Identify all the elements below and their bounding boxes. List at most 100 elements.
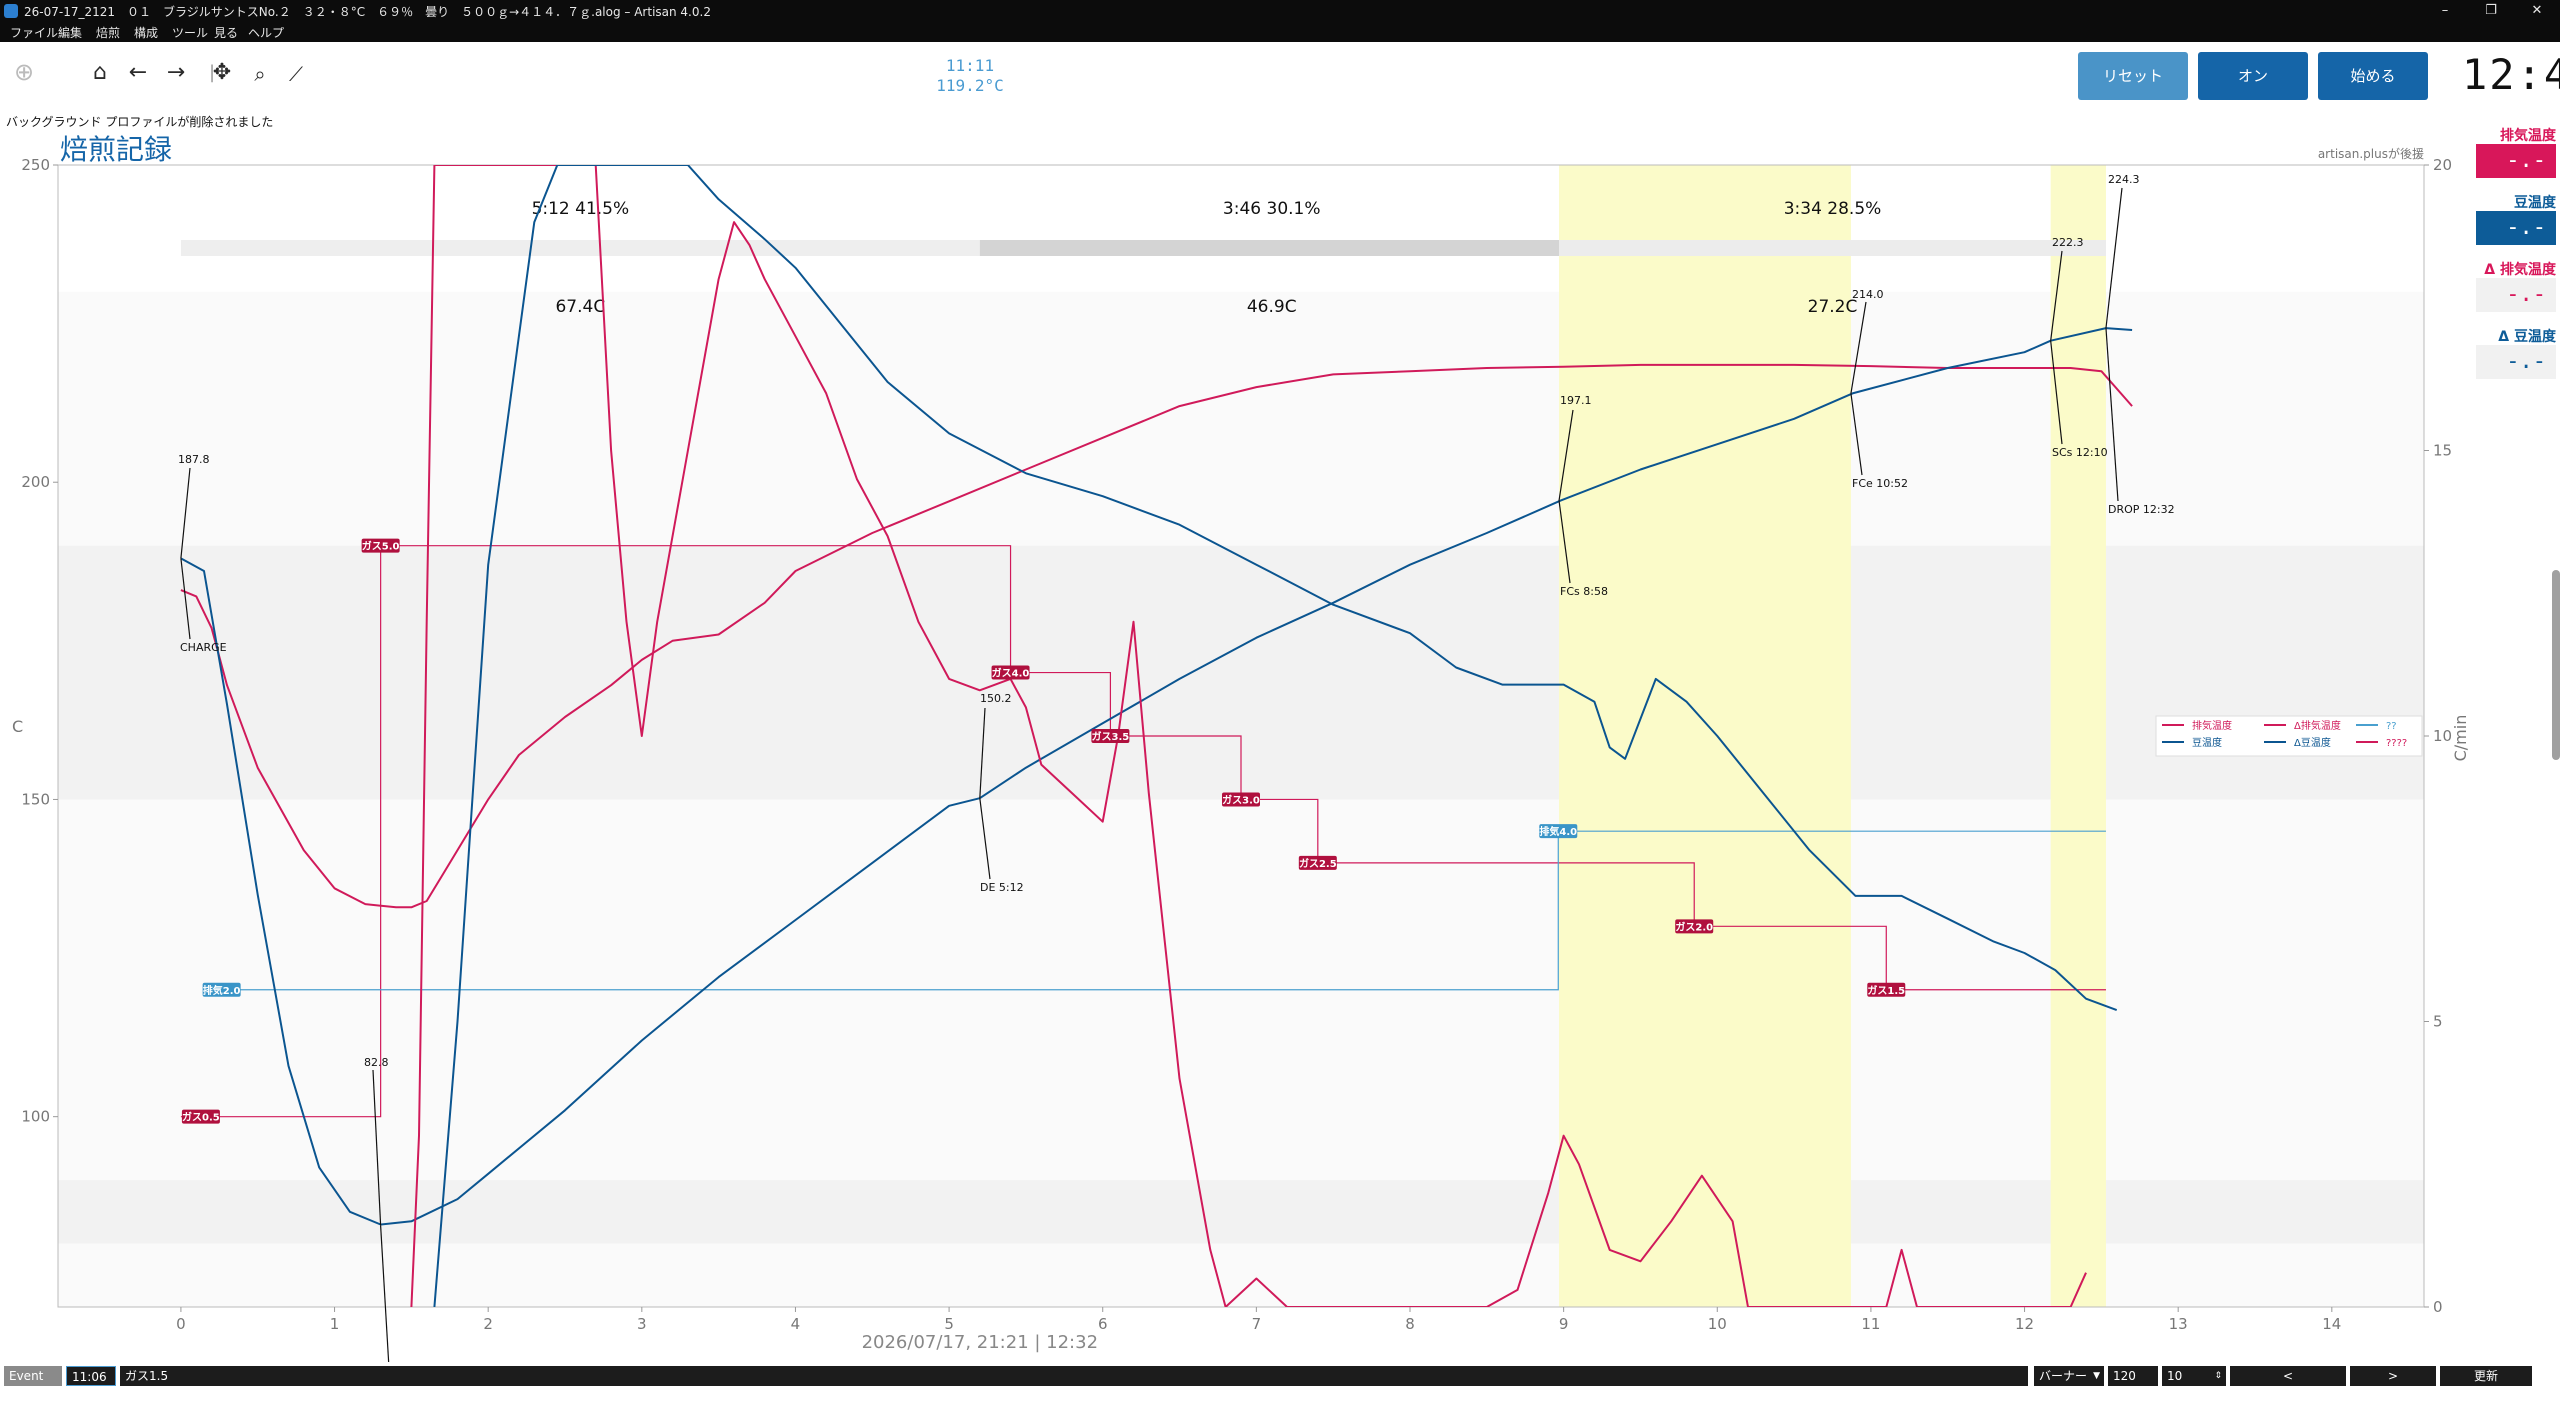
plus-circle-icon[interactable]: ⊕ <box>13 58 35 86</box>
event-step-spinbox[interactable]: 10 ⇕ <box>2162 1366 2226 1386</box>
artisan-plus-label: artisan.plusが後援 <box>2317 147 2424 161</box>
y2-tick-label: 20 <box>2433 156 2452 174</box>
close-button[interactable]: ✕ <box>2531 3 2543 18</box>
event-type-select[interactable]: バーナー ▼ <box>2034 1366 2104 1386</box>
menu-file[interactable]: ファイル <box>10 26 59 40</box>
event-value-field[interactable]: 120 <box>2108 1366 2158 1386</box>
menu-view[interactable]: 見る <box>214 26 239 40</box>
home-icon[interactable]: ⌂ <box>93 60 107 85</box>
bt-lcd-label: 豆温度 <box>2514 195 2556 211</box>
event-temp-label: 150.2 <box>980 692 1012 705</box>
gas-event-label: ガス2.5 <box>1299 857 1337 870</box>
back-arrow-icon[interactable]: ← <box>128 60 148 85</box>
start-button[interactable]: 始める <box>2318 52 2428 100</box>
forward-arrow-icon[interactable]: → <box>166 60 186 85</box>
gas-event-marker <box>361 538 400 553</box>
event-step-value: 10 <box>2167 1369 2183 1383</box>
event-annotation-line <box>2050 250 2063 341</box>
plot-background <box>58 165 2424 1307</box>
gas-event-marker <box>1091 729 1130 743</box>
reset-button[interactable]: リセット <box>2078 52 2188 100</box>
event-temp-label: 224.3 <box>2108 173 2140 186</box>
event-label: DROP 12:32 <box>2108 503 2175 516</box>
x-tick-label: 2 <box>483 1315 493 1333</box>
roast-title[interactable]: 焙煎記録 <box>60 133 173 166</box>
series-line <box>180 363 2133 909</box>
x-tick-label: 9 <box>1559 1315 1569 1333</box>
zoom-icon[interactable]: ⌕ <box>254 62 266 86</box>
dbt-lcd-label: Δ 豆温度 <box>2498 329 2556 345</box>
chevron-down-icon: ▼ <box>2093 1371 2100 1381</box>
event-value-input[interactable]: ガス1.5 <box>120 1366 2028 1386</box>
roast-clock: 12:43 <box>2462 50 2560 99</box>
band-roasting <box>58 545 2424 800</box>
det-lcd-value: -.- <box>2476 278 2556 312</box>
event-annotation-line <box>1850 301 1867 394</box>
event-annotation-line <box>380 1225 390 1363</box>
menu-help[interactable]: ヘルプ <box>248 26 285 40</box>
on-button[interactable]: オン <box>2198 52 2308 100</box>
air-event-label: 排気2.0 <box>203 984 241 997</box>
event-annotation-line <box>2105 187 2123 329</box>
x-tick-label: 6 <box>1098 1315 1108 1333</box>
phase-highlight <box>1559 165 1851 1307</box>
chart-icon[interactable]: ⟋ <box>289 62 303 86</box>
event-annotation-line <box>1558 409 1574 501</box>
menu-edit[interactable]: 編集 <box>58 26 83 40</box>
dbt-lcd-value: -.- <box>2476 345 2556 379</box>
x-tick-label: 14 <box>2322 1315 2341 1333</box>
pan-icon[interactable]: ✥ <box>212 60 232 85</box>
event-time-input[interactable]: 11:06 <box>66 1366 116 1386</box>
y2-tick-label: 15 <box>2433 442 2452 460</box>
x-tick-label: 1 <box>330 1315 340 1333</box>
legend-label: 排気温度 <box>2192 719 2232 732</box>
next-event-button[interactable]: > <box>2350 1366 2436 1386</box>
minimize-button[interactable]: – <box>2441 3 2449 18</box>
gas-event-label: ガス5.0 <box>362 540 400 553</box>
band-drying <box>58 165 2424 292</box>
event-annotation-line <box>979 707 986 799</box>
prev-event-button[interactable]: < <box>2230 1366 2346 1386</box>
phase-delta-label: 27.2C <box>1808 297 1858 317</box>
event-annotation-line <box>180 558 191 640</box>
update-event-button[interactable]: 更新 <box>2440 1366 2532 1386</box>
side-scrollbar[interactable] <box>2552 570 2560 760</box>
event-annotation-line <box>372 1069 382 1226</box>
event-label: CHARGE <box>180 641 227 654</box>
gas-event-marker <box>1867 982 1906 997</box>
air-event-marker <box>202 982 241 997</box>
gas-event-label: ガス2.0 <box>1675 920 1713 933</box>
menu-config[interactable]: 構成 <box>134 26 159 40</box>
x-tick-label: 12 <box>2015 1315 2034 1333</box>
x-tick-label: 11 <box>1861 1315 1880 1333</box>
air-event-label: 排気4.0 <box>1539 825 1577 838</box>
phase-time-label: 5:12 41.5% <box>532 199 630 219</box>
x-tick-label: 3 <box>637 1315 647 1333</box>
title-bar: 26-07-17_2121 ０１ ブラジルサントスNo.２ ３２・８°C ６９％… <box>0 0 2560 22</box>
menu-tools[interactable]: ツール <box>172 26 209 40</box>
legend-box <box>2155 715 2423 757</box>
phase-bar-maillard <box>979 240 1560 256</box>
menu-roast[interactable]: 焙煎 <box>96 26 121 40</box>
x-tick-label: 0 <box>176 1315 186 1333</box>
event-annotation-line <box>180 467 191 559</box>
event-label: FCs 8:58 <box>1560 585 1608 598</box>
event-temp-label: 197.1 <box>1560 394 1592 407</box>
lcd-time: 11:11 <box>945 56 995 75</box>
maximize-button[interactable]: ❐ <box>2485 3 2497 18</box>
event-label: FCe 10:52 <box>1852 477 1908 490</box>
legend-label: ???? <box>2386 738 2407 749</box>
x-axis-date-label: 2026/07/17, 21:21 | 12:32 <box>862 1332 1098 1353</box>
phase-delta-label: 67.4C <box>555 297 605 317</box>
y-tick-label: 250 <box>21 156 50 174</box>
plot-frame <box>57 164 2425 1308</box>
legend-label: Δ排気温度 <box>2294 719 2341 732</box>
event-annotation-line <box>1558 500 1571 584</box>
gas-event-marker <box>1222 792 1260 807</box>
event-temp-label: 82.8 <box>364 1056 389 1069</box>
air-step-line <box>211 830 2106 991</box>
x-tick-label: 5 <box>944 1315 954 1333</box>
artisan-app-icon <box>4 4 18 18</box>
y2-tick-label: 10 <box>2433 727 2452 745</box>
